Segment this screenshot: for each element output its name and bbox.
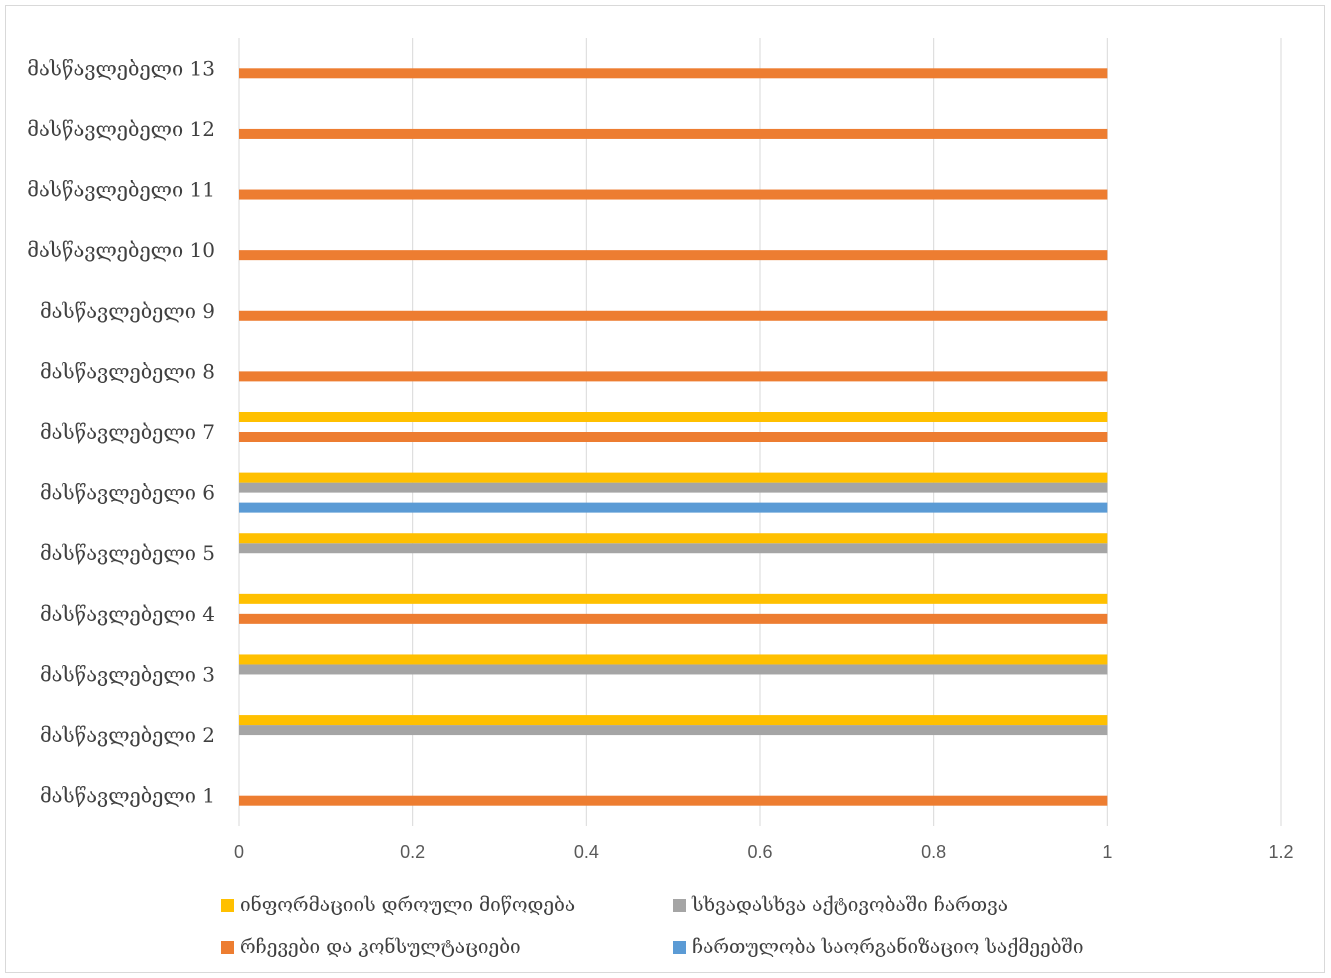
bar-13-series-1 (239, 68, 1108, 79)
category-label: მასწავლებელი 5 (40, 541, 215, 565)
bar-4-series-1 (239, 613, 1108, 624)
category-label: მასწავლებელი 10 (27, 238, 215, 262)
legend-swatch (221, 898, 234, 912)
category-label: მასწავლებელი 2 (40, 723, 215, 747)
x-tick-label: 1.2 (1268, 842, 1293, 862)
x-tick-labels: 0 0.2 0.4 0.6 0.8 1 1.2 (234, 842, 1294, 862)
bar-7-series-1 (239, 432, 1108, 442)
legend-item: რჩევები და კონსულტაციები (221, 936, 673, 958)
legend-item: ჩართულობა საორგანიზაციო საქმეებში (673, 936, 1173, 958)
bar-chart: მასწავლებელი 1 მასწავლებელი 2 მასწავლებელი… (27, 38, 1294, 862)
legend-item: ინფორმაციის დროული მიწოდება (221, 894, 673, 916)
x-tick-label: 0 (234, 842, 244, 862)
legend-swatch (221, 940, 234, 954)
category-label: მასწავლებელი 13 (27, 56, 215, 80)
bar-7-series-3 (239, 412, 1108, 422)
bar-4-series-3 (239, 593, 1108, 604)
category-label: მასწავლებელი 7 (40, 420, 215, 444)
category-label: მასწავლებელი 6 (40, 481, 215, 505)
bar-12-series-1 (239, 128, 1108, 139)
legend-label: რჩევები და კონსულტაციები (240, 936, 521, 958)
bar-8-series-1 (239, 371, 1108, 382)
legend-swatch (673, 940, 686, 954)
legend-label: ჩართულობა საორგანიზაციო საქმეებში (692, 936, 1084, 958)
bar-9-series-1 (239, 310, 1108, 321)
category-label: მასწავლებელი 9 (40, 299, 215, 323)
bar-2-series-3 (239, 715, 1108, 726)
x-tick-label: 0.4 (574, 842, 599, 862)
category-labels: მასწავლებელი 1 მასწავლებელი 2 მასწავლებელი… (27, 56, 215, 807)
x-tick-label: 0.6 (747, 842, 772, 862)
bar-6-series-3 (239, 472, 1108, 483)
bars (239, 68, 1108, 806)
bar-10-series-1 (239, 250, 1108, 261)
legend-swatch (673, 898, 686, 912)
chart-frame: მასწავლებელი 1 მასწავლებელი 2 მასწავლებელი… (5, 5, 1325, 973)
category-label: მასწავლებელი 1 (40, 784, 215, 808)
legend: ინფორმაციის დროული მიწოდება სხვადასხვა აქ… (221, 894, 1221, 958)
category-label: მასწავლებელი 8 (40, 359, 215, 383)
bar-5-series-3 (239, 533, 1108, 544)
bar-6-series-2 (239, 482, 1108, 493)
category-label: მასწავლებელი 12 (27, 117, 215, 141)
x-tick-label: 0.2 (400, 842, 425, 862)
legend-item: სხვადასხვა აქტივობაში ჩართვა (673, 894, 1173, 916)
bar-6-series-0 (239, 502, 1108, 513)
bar-3-series-3 (239, 654, 1108, 665)
x-tick-label: 1 (1102, 842, 1112, 862)
bar-5-series-2 (239, 543, 1108, 554)
bar-11-series-1 (239, 189, 1108, 200)
bar-1-series-1 (239, 795, 1108, 806)
legend-label: სხვადასხვა აქტივობაში ჩართვა (692, 894, 1009, 916)
category-label: მასწავლებელი 3 (40, 662, 215, 686)
category-label: მასწავლებელი 4 (40, 602, 215, 626)
bar-3-series-2 (239, 664, 1108, 675)
category-label: მასწავლებელი 11 (27, 178, 215, 202)
x-tick-label: 0.8 (921, 842, 946, 862)
legend-label: ინფორმაციის დროული მიწოდება (240, 894, 576, 916)
bar-2-series-2 (239, 725, 1108, 736)
